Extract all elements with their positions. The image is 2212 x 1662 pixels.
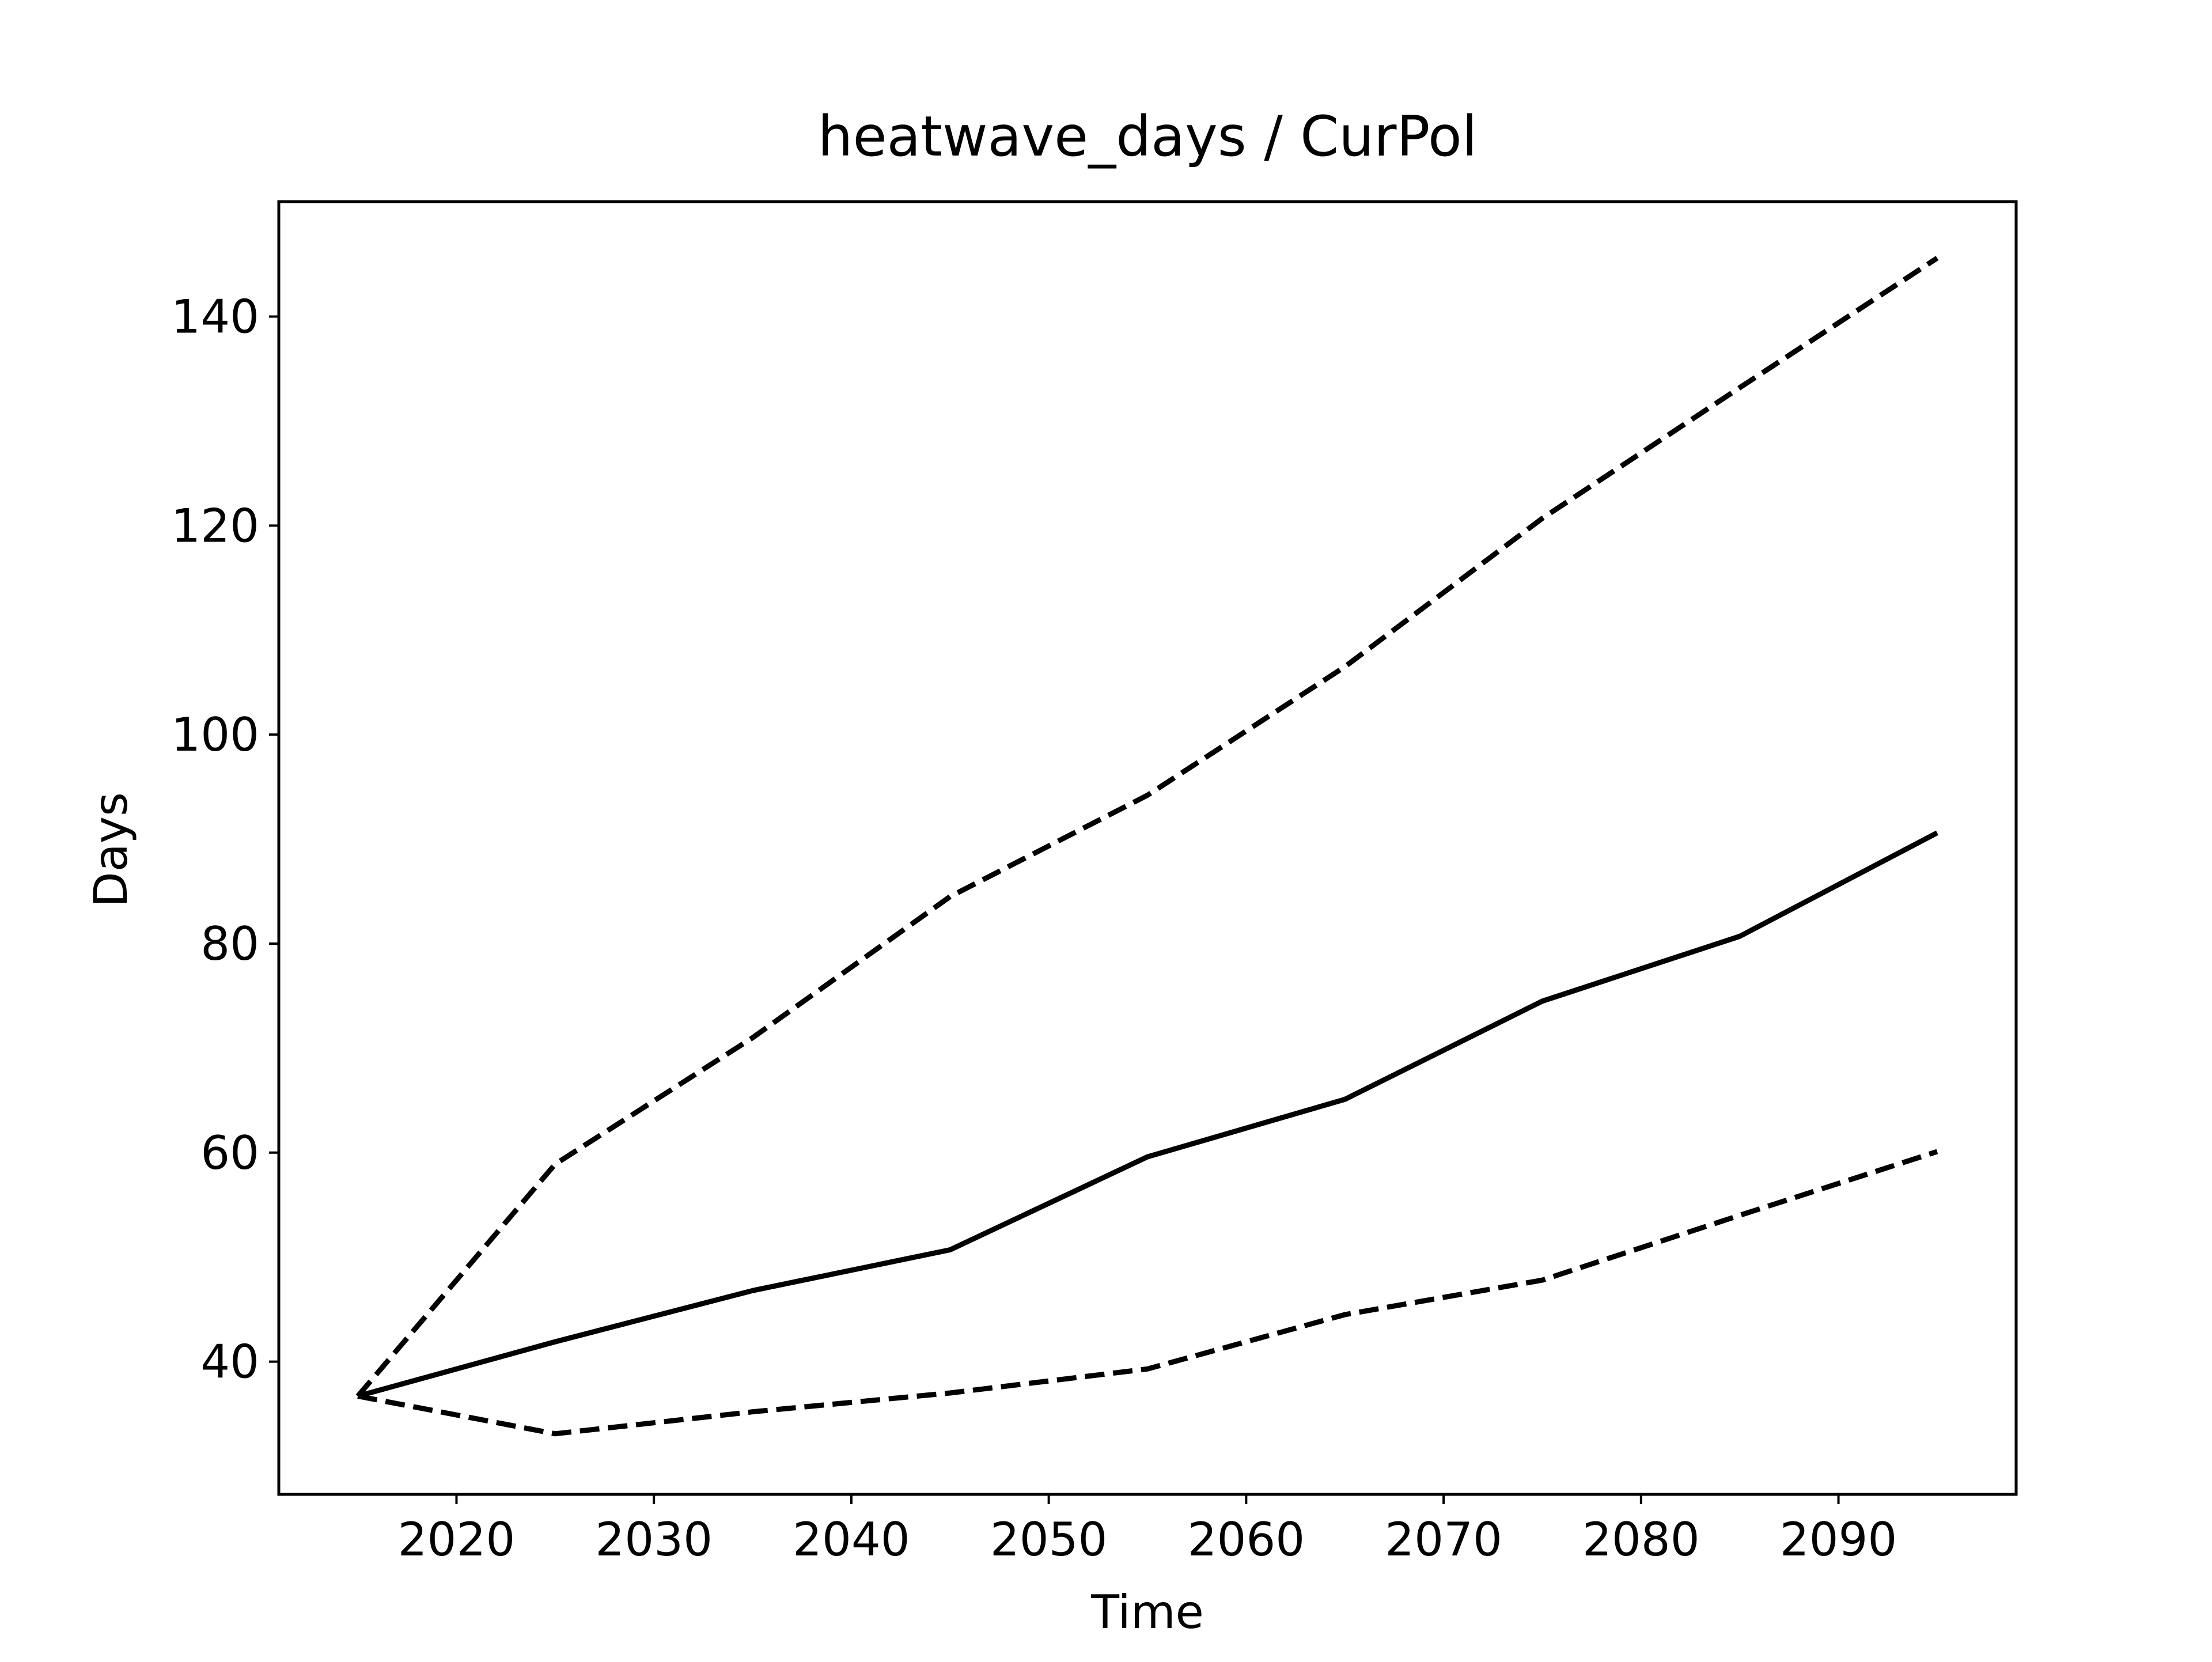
y-tick-label: 40 (200, 1335, 259, 1389)
series-line-3 (357, 1149, 1938, 1437)
x-tick-label: 2050 (990, 1513, 1108, 1566)
x-tick-label: 2020 (398, 1513, 516, 1566)
y-tick-label: 120 (171, 499, 259, 552)
series-line-1 (355, 256, 1939, 1398)
y-tick-label: 100 (171, 708, 259, 762)
y-axis-label: Days (84, 792, 138, 907)
series-lines (355, 256, 1939, 1437)
x-axis-label: Time (1090, 1585, 1204, 1639)
x-tick-label: 2040 (793, 1513, 910, 1566)
series-line-2 (357, 830, 1938, 1399)
x-tick-label: 2030 (595, 1513, 713, 1566)
y-tick-label: 60 (200, 1126, 259, 1180)
x-tick-label: 2080 (1582, 1513, 1700, 1566)
chart-title: heatwave_days / CurPol (818, 104, 1478, 169)
x-tick-label: 2090 (1780, 1513, 1897, 1566)
x-tick-label: 2070 (1385, 1513, 1502, 1566)
axis-ticks: 2020 2030 2040 2050 2060 2070 2080 2090 40 60 80 10… (171, 290, 1897, 1566)
y-tick-label: 80 (200, 917, 259, 971)
x-tick-label: 2060 (1188, 1513, 1305, 1566)
y-tick-label: 140 (171, 290, 259, 344)
plot-frame (277, 200, 2018, 1496)
